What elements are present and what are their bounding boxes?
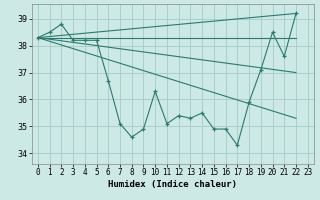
X-axis label: Humidex (Indice chaleur): Humidex (Indice chaleur) bbox=[108, 180, 237, 189]
